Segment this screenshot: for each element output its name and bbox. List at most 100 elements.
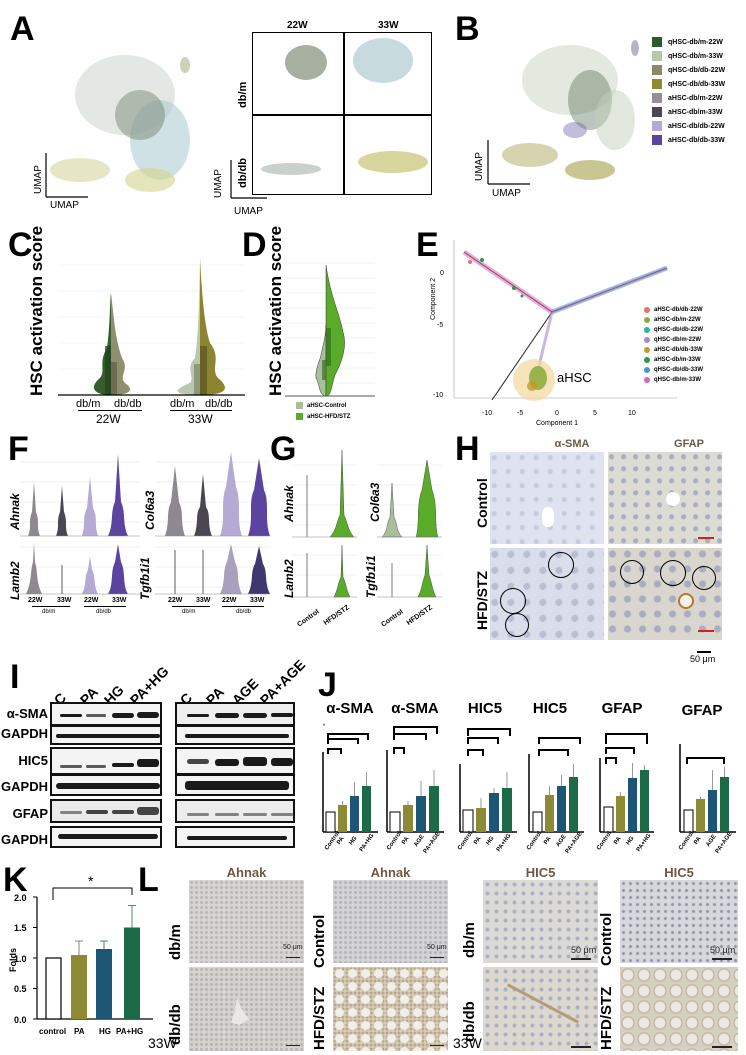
panel-f-xtick: 33W xyxy=(57,597,72,604)
chart-title: HIC5 xyxy=(467,700,503,717)
panel-e-legend: aHSC-db/db-22W aHSC-db/m-22W qHSC-db/db-… xyxy=(644,305,703,385)
legend-item: qHSC-db/m-33W xyxy=(644,375,703,385)
legend-item: aHSC-HFD/STZ xyxy=(296,411,350,422)
panel-a-grid xyxy=(252,32,432,195)
panel-e-trajectory-plot xyxy=(453,240,677,401)
panel-a-grid-xlabel: UMAP xyxy=(234,206,263,217)
panel-l-title: HIC5 xyxy=(525,865,556,880)
legend-item: aHSC-Control xyxy=(296,400,350,411)
panel-e-ytick: -10 xyxy=(433,392,444,399)
panel-c-violin-plot xyxy=(58,258,245,396)
blot-label-gapdh: GAPDH xyxy=(1,832,48,847)
chart-title: α-SMA xyxy=(326,700,374,717)
lane-label: PA+AGE xyxy=(256,656,309,708)
panel-h-image-control-asma xyxy=(490,452,604,544)
legend-item: aHSC-db/db-33W xyxy=(644,345,703,355)
panel-a-ylabel: UMAP xyxy=(33,165,44,194)
ytick: 1.0 xyxy=(14,954,27,964)
bar-chart-j6 xyxy=(679,744,736,833)
panel-l-label: L xyxy=(138,861,159,899)
panel-a-grid-axes xyxy=(230,160,267,199)
panel-a-label: A xyxy=(10,10,35,48)
panel-e-annotation: aHSC xyxy=(557,370,592,385)
legend-item: qHSC-db/db-33W xyxy=(652,77,725,91)
panel-e-xtick: 5 xyxy=(593,410,597,417)
panel-c-ylabel: HSC activation score xyxy=(27,225,46,396)
panel-f-xtick: 22W xyxy=(28,597,43,604)
panel-e-xtick: -10 xyxy=(482,410,493,417)
panel-f-gene-col6a3: Col6a3 xyxy=(143,490,157,530)
panel-e-ytick: -5 xyxy=(437,322,444,329)
panel-f-xgroup: db/m xyxy=(182,609,196,615)
panel-a-axes xyxy=(45,153,88,198)
xtick: PA xyxy=(74,1027,85,1036)
panel-b-axes xyxy=(487,140,530,185)
panel-d-legend: aHSC-Control aHSC-HFD/STZ xyxy=(296,400,350,422)
xtick: PA xyxy=(401,836,411,846)
xtick: PA xyxy=(693,836,703,846)
chart-title: GFAP xyxy=(681,702,723,719)
panel-a-xlabel: UMAP xyxy=(50,200,79,211)
panel-f-xgroup: db/m xyxy=(42,609,56,615)
legend-item: aHSC-db/db-22W xyxy=(652,119,725,133)
legend-item: aHSC-db/m-22W xyxy=(644,315,703,325)
panel-g-gene-lamb2: Lamb2 xyxy=(282,559,296,598)
panel-f-gene-lamb2: Lamb2 xyxy=(8,561,22,600)
legend-item: aHSC-db/m-33W xyxy=(652,105,725,119)
legend-item: qHSC-db/m-33W xyxy=(652,49,725,63)
panel-b-label: B xyxy=(455,10,480,48)
panel-j-label: J xyxy=(318,666,337,704)
xtick: HG xyxy=(348,835,359,847)
panel-c-tick-dbm-22w: db/m xyxy=(76,398,101,410)
ihc-image-ahnak-dbdb xyxy=(189,967,304,1051)
panel-f-xgroup: db/db xyxy=(236,609,252,615)
panel-l-row: HFD/STZ xyxy=(311,986,328,1050)
ihc-image-ahnak-control xyxy=(333,880,448,963)
bar-chart-j2 xyxy=(386,726,444,833)
panel-c-tick-dbdb-33w: db/db xyxy=(205,398,233,410)
panel-g-xtick: Control xyxy=(380,608,405,629)
xtick: control xyxy=(39,1027,67,1036)
panel-c-tick-dbdb-22w: db/db xyxy=(114,398,142,410)
blot-label-gfap: GFAP xyxy=(12,806,48,821)
xtick: PA+HG xyxy=(116,1027,144,1036)
panel-e-xtick: 0 xyxy=(555,410,559,417)
panel-l-row: db/m xyxy=(461,922,478,958)
panel-e-xtick: -5 xyxy=(517,410,524,417)
panel-f-xtick: 22W xyxy=(84,597,99,604)
panel-b-xlabel: UMAP xyxy=(492,188,521,199)
xtick: HG xyxy=(485,835,496,847)
legend-item: aHSC-db/m-22W xyxy=(652,91,725,105)
panel-f-xtick: 22W xyxy=(222,597,237,604)
chart-title: HIC5 xyxy=(532,700,568,717)
panel-h-image-control-gfap xyxy=(608,452,722,544)
panel-h-row-control: Control xyxy=(474,478,490,528)
legend-item: aHSC-db/db-33W xyxy=(652,133,725,147)
ytick: 2.0 xyxy=(14,893,27,903)
panel-k-sig: * xyxy=(88,873,94,889)
panel-f-gene-tgfb1i1: Tgfb1i1 xyxy=(138,557,152,600)
blot-label-gapdh: GAPDH xyxy=(1,779,48,794)
bar-chart-k xyxy=(33,887,153,1020)
panel-f-gene-ahnak: Ahnak xyxy=(8,493,22,530)
panel-c-group-22w: 22W xyxy=(96,412,121,426)
legend-item: aHSC-db/m-33W xyxy=(644,355,703,365)
panel-h-col-gfap: GFAP xyxy=(674,438,704,450)
bar-chart-j5 xyxy=(599,733,654,833)
panel-h-scalebar xyxy=(697,651,711,653)
panel-d-ylabel: HSC activation score xyxy=(266,225,285,396)
panel-e-xlabel: Component 1 xyxy=(536,420,579,427)
panel-d-label: D xyxy=(242,226,267,264)
ihc-image-hic5-hfd xyxy=(620,967,738,1051)
scale-bar-label: 50 μm xyxy=(427,944,447,951)
bar-chart-j1: * xyxy=(322,724,378,833)
panel-f-xtick: 33W xyxy=(250,597,265,604)
panel-f-label: F xyxy=(8,430,29,468)
panel-h-image-hfd-gfap xyxy=(608,548,722,640)
panel-e-ylabel: Component 2 xyxy=(430,277,437,320)
ytick: 0.0 xyxy=(14,1015,27,1025)
panel-l-row: HFD/STZ xyxy=(598,986,615,1050)
ihc-image-hic5-control xyxy=(620,880,738,963)
panel-b-legend: qHSC-db/m-22W qHSC-db/m-33W qHSC-db/db-2… xyxy=(652,35,725,147)
chart-title: α-SMA xyxy=(391,700,439,717)
